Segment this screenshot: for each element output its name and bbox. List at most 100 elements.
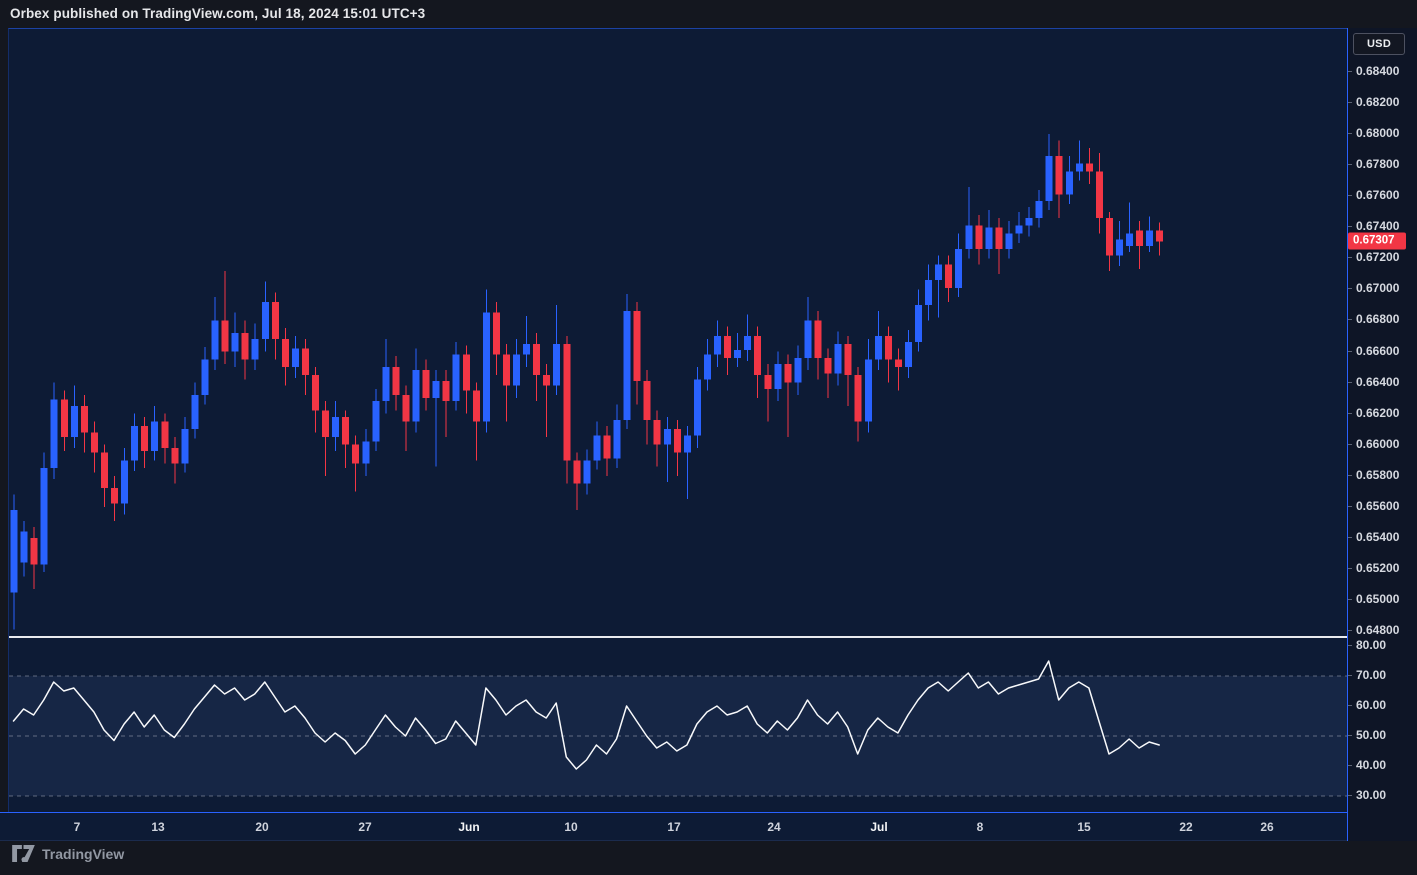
candle-down <box>241 320 249 380</box>
candle-down <box>492 301 500 375</box>
candle-down <box>633 301 641 405</box>
price-tick-mark <box>1348 443 1352 445</box>
candle-down <box>342 410 350 469</box>
time-label-day: 27 <box>358 820 372 834</box>
time-axis[interactable]: 7 13 20 27 Jun 10 17 24 Jul 8 15 22 26 <box>0 812 1417 841</box>
candle-down <box>402 385 410 451</box>
candle-up <box>432 370 440 467</box>
time-label-day: 15 <box>1077 820 1091 834</box>
candle-up <box>1015 211 1023 243</box>
candle-down <box>392 356 400 411</box>
pane-separator[interactable] <box>9 636 1348 638</box>
price-tick-mark <box>1348 350 1352 352</box>
currency-toggle-button[interactable]: USD <box>1353 33 1405 55</box>
time-label-month: Jun <box>458 820 480 834</box>
candle-up <box>251 323 259 371</box>
rsi-tick-mark <box>1348 675 1352 676</box>
price-tick-label: 0.64800 <box>1356 623 1400 638</box>
candle-down <box>1055 140 1063 218</box>
tradingview-attribution[interactable]: TradingView <box>12 845 124 862</box>
candle-down <box>894 348 902 391</box>
candle-down <box>653 410 661 467</box>
candle-up <box>151 405 159 461</box>
candle-down <box>301 339 309 396</box>
price-tick-label: 0.65000 <box>1356 592 1400 607</box>
rsi-tick-mark <box>1348 645 1352 646</box>
price-tick-mark <box>1348 474 1352 476</box>
candle-up <box>935 255 943 318</box>
candle-down <box>502 343 510 422</box>
candle-down <box>472 382 480 461</box>
candle-up <box>412 348 420 433</box>
candle-up <box>1116 221 1123 267</box>
candle-up <box>583 449 591 495</box>
price-tick-label: 0.67600 <box>1356 188 1400 203</box>
candle-down <box>824 348 832 399</box>
candle-down <box>754 326 762 399</box>
candle-up <box>904 329 912 378</box>
candle-down <box>975 214 983 265</box>
candle-up <box>925 264 933 321</box>
rsi-tick-label: 40.00 <box>1356 758 1387 772</box>
candle-up <box>382 339 390 414</box>
rsi-tick-mark <box>1348 765 1352 766</box>
candle-up <box>70 385 78 448</box>
time-label-day: 13 <box>151 820 165 834</box>
rsi-tick-label: 80.00 <box>1356 638 1387 652</box>
candle-up <box>523 315 531 368</box>
price-tick-mark <box>1348 164 1352 166</box>
candle-up <box>181 416 189 473</box>
candle-down <box>573 452 581 510</box>
candle-up <box>834 331 842 386</box>
time-label-day: 20 <box>255 820 269 834</box>
candle-up <box>201 346 209 405</box>
candle-up <box>20 520 28 577</box>
candle-down <box>844 336 852 406</box>
candle-up <box>1065 155 1073 205</box>
time-label-day: 10 <box>564 820 578 834</box>
candle-down <box>724 326 732 375</box>
candle-down <box>1085 148 1093 184</box>
rsi-pane[interactable] <box>9 638 1348 813</box>
tradingview-logo-text: TradingView <box>42 845 125 862</box>
price-tick-mark <box>1348 599 1352 601</box>
candle-up <box>131 413 139 472</box>
price-tick-mark <box>1348 630 1352 632</box>
candle-down <box>281 328 289 386</box>
last-price-badge: 0.67307 <box>1348 232 1406 250</box>
price-tick-label: 0.68200 <box>1356 95 1400 110</box>
time-label-day: 17 <box>667 820 681 834</box>
price-tick-mark <box>1348 102 1352 104</box>
price-tick-label: 0.67400 <box>1356 219 1400 234</box>
candle-up <box>1005 221 1013 259</box>
candle-down <box>141 416 149 469</box>
candle-up <box>714 320 721 368</box>
candle-up <box>332 401 340 451</box>
candle-down <box>543 363 551 437</box>
candle-down <box>442 370 450 437</box>
candle-up <box>663 416 671 482</box>
candle-up <box>50 382 58 479</box>
candle-up <box>362 429 370 476</box>
candle-down <box>995 217 1003 274</box>
candle-up <box>231 312 239 368</box>
candle-up <box>804 297 812 371</box>
rsi-tick-label: 50.00 <box>1356 728 1387 742</box>
price-tick-label: 0.67200 <box>1356 250 1400 265</box>
candle-up <box>1146 216 1154 253</box>
candle-up <box>553 304 561 396</box>
candle-up <box>703 339 711 391</box>
price-tick-mark <box>1348 319 1352 321</box>
price-axis[interactable]: USD 0.67307 0.68400 0.68200 0.68000 0.67800… <box>1347 28 1417 841</box>
candle-down <box>1156 222 1164 256</box>
candle-up <box>965 186 973 259</box>
candle-up <box>955 233 963 298</box>
candle-up <box>482 289 490 433</box>
candle-down <box>643 370 651 445</box>
candle-down <box>171 436 179 484</box>
time-label-day: 26 <box>1260 820 1274 834</box>
price-tick-label: 0.66200 <box>1356 405 1400 420</box>
price-pane[interactable] <box>9 29 1348 638</box>
candle-up <box>915 289 922 352</box>
rsi-tick-label: 30.00 <box>1356 788 1387 802</box>
